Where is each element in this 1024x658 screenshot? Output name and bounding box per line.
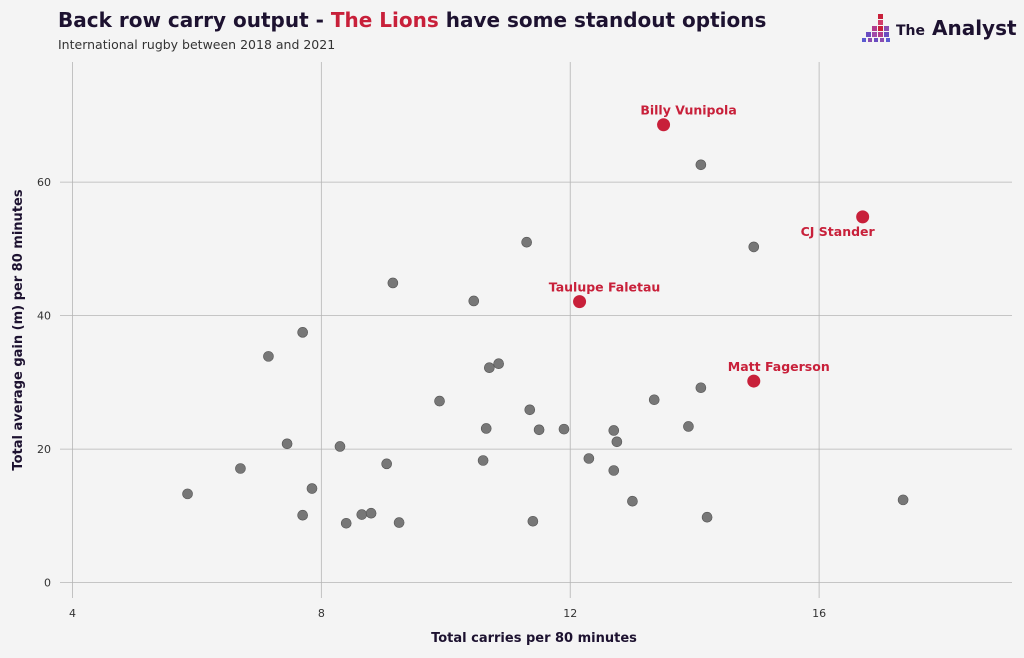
highlighted-point — [856, 210, 870, 224]
data-points — [182, 159, 909, 529]
data-point — [340, 517, 352, 529]
y-tick-label: 20 — [37, 443, 51, 456]
x-axis-title: Total carries per 80 minutes — [431, 631, 637, 646]
data-point — [182, 488, 193, 500]
data-point — [263, 351, 274, 362]
brand-name-big: Analyst — [931, 16, 1017, 40]
data-point — [297, 509, 308, 521]
x-tick-label: 12 — [563, 607, 577, 620]
brand-name-small: The — [896, 23, 926, 39]
data-point — [608, 465, 620, 476]
chart-subtitle: International rugby between 2018 and 202… — [58, 37, 336, 52]
data-point — [683, 421, 694, 432]
data-point — [608, 425, 620, 436]
data-point — [484, 362, 495, 374]
analyst-logo-icon — [862, 14, 890, 42]
data-point — [493, 358, 504, 370]
x-tick-label: 4 — [69, 607, 76, 620]
data-point — [281, 438, 293, 450]
data-point — [365, 507, 377, 519]
y-tick-label: 0 — [44, 577, 51, 590]
title-highlight: The Lions — [330, 8, 439, 32]
chart-title: Back row carry output - The Lions have s… — [58, 8, 766, 32]
point-label: CJ Stander — [801, 224, 876, 239]
brand-name: The Analyst — [896, 16, 1017, 40]
data-point — [480, 423, 492, 434]
data-point — [527, 515, 539, 527]
x-tick-label: 8 — [318, 607, 325, 620]
data-point — [524, 404, 536, 416]
data-point — [434, 395, 445, 407]
highlighted-point — [573, 295, 587, 309]
y-tick-label: 40 — [37, 310, 51, 323]
data-point — [306, 483, 318, 494]
point-label: Billy Vunipola — [640, 103, 736, 118]
point-label: Matt Fagerson — [728, 359, 830, 374]
data-point — [297, 327, 308, 338]
data-point — [558, 423, 570, 435]
data-point — [695, 159, 707, 171]
title-prefix: Back row carry output - — [58, 8, 331, 32]
grid — [60, 62, 1012, 598]
brand-logo: The Analyst — [862, 14, 1017, 44]
y-tick-label: 60 — [37, 176, 51, 189]
data-point — [748, 241, 760, 253]
data-point — [533, 424, 545, 436]
data-point — [521, 236, 532, 248]
data-point — [356, 509, 368, 520]
tick-labels: 4 8 12 16 0 20 40 60 — [37, 176, 826, 620]
highlighted-point — [747, 374, 761, 388]
highlighted-points: Billy Vunipola CJ Stander Taulupe Faletau M… — [549, 103, 876, 388]
data-point — [897, 494, 909, 506]
point-label: Taulupe Faletau — [549, 280, 661, 295]
data-point — [583, 453, 595, 464]
data-point — [468, 295, 480, 307]
title-suffix: have some standout options — [438, 8, 767, 32]
x-tick-label: 16 — [812, 607, 826, 620]
highlighted-point — [657, 118, 671, 132]
data-point — [701, 511, 713, 523]
data-point — [387, 277, 399, 289]
data-point — [334, 441, 346, 452]
data-point — [235, 463, 246, 474]
data-point — [477, 455, 489, 466]
data-point — [381, 458, 392, 470]
data-point — [393, 517, 405, 528]
data-point — [611, 436, 623, 448]
data-point — [648, 394, 660, 406]
data-point — [627, 495, 638, 507]
data-point — [695, 382, 707, 394]
y-axis-title: Total average gain (m) per 80 minutes — [11, 189, 26, 470]
